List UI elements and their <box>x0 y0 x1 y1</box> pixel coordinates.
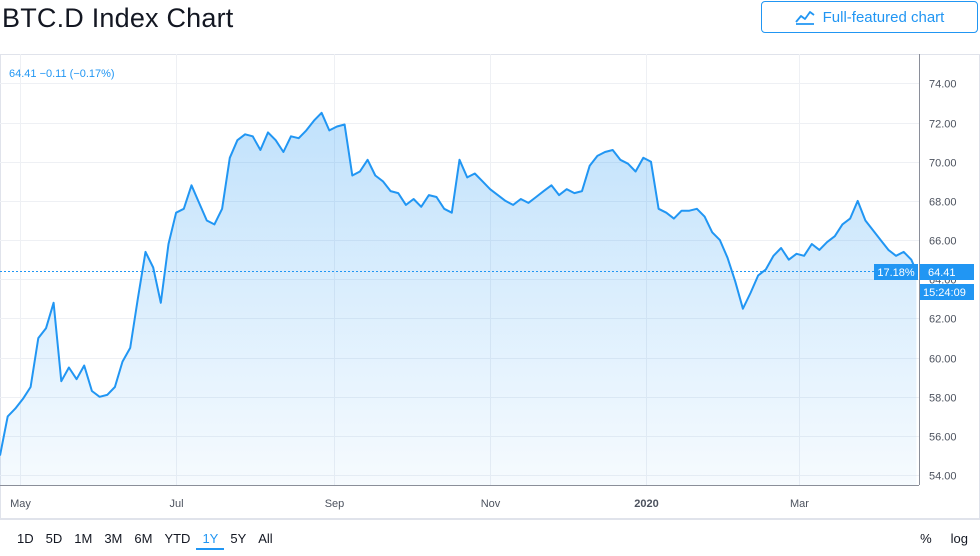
page-title: BTC.D Index Chart <box>2 3 234 33</box>
y-tick-label: 60.00 <box>929 354 957 366</box>
full-featured-chart-button[interactable]: Full-featured chart <box>761 1 978 33</box>
x-tick-label: Mar <box>790 498 809 510</box>
price-axis: 74.0072.0070.0068.0066.0064.0062.0060.00… <box>929 79 957 483</box>
range-button-5y[interactable]: 5Y <box>230 531 247 546</box>
y-tick-label: 66.00 <box>929 236 957 248</box>
percent-label-bg <box>874 264 918 280</box>
range-button-5d[interactable]: 5D <box>45 531 63 546</box>
x-tick-label: Sep <box>325 498 345 510</box>
range-button-1m[interactable]: 1M <box>74 531 93 546</box>
range-button-1y[interactable]: 1Y <box>196 530 225 550</box>
range-button-1d[interactable]: 1D <box>17 531 34 546</box>
range-button-6m[interactable]: 6M <box>134 531 153 546</box>
price-label: 64.41 <box>928 267 956 279</box>
y-tick-label: 54.00 <box>929 471 957 483</box>
y-tick-label: 56.00 <box>929 432 957 444</box>
percent-toggle[interactable]: % <box>920 531 932 546</box>
log-toggle[interactable]: log <box>950 531 968 546</box>
price-label-bg <box>920 264 974 280</box>
range-button-ytd[interactable]: YTD <box>164 531 191 546</box>
y-tick-label: 62.00 <box>929 314 957 326</box>
y-tick-label: 58.00 <box>929 393 957 405</box>
x-tick-label: Jul <box>169 498 183 510</box>
series-area <box>0 112 917 486</box>
legend-value: 64.41 −0.11 (−0.17%) <box>9 68 115 80</box>
range-button-all[interactable]: All <box>258 531 273 546</box>
range-tabs: 1D 5D 1M 3M 6M YTD 1Y 5Y All <box>11 530 279 550</box>
x-tick-label: 2020 <box>634 498 658 510</box>
y-tick-label: 74.00 <box>929 79 957 91</box>
range-button-3m[interactable]: 3M <box>104 531 123 546</box>
scale-toggles: % log <box>901 530 968 548</box>
y-tick-label: 68.00 <box>929 197 957 209</box>
x-tick-label: May <box>10 498 31 510</box>
x-tick-label: Nov <box>481 498 501 510</box>
percent-label: 17.18% <box>877 267 915 279</box>
time-axis: May Jul Sep Nov 2020 Mar <box>10 498 809 510</box>
time-label: 15:24:09 <box>923 287 966 299</box>
time-label-bg <box>920 284 974 300</box>
btc-dominance-chart[interactable]: 74.0072.0070.0068.0066.0064.0062.0060.00… <box>0 54 980 519</box>
bottom-toolbar: 1D 5D 1M 3M 6M YTD 1Y 5Y All % log <box>0 519 980 556</box>
y-tick-label: 70.00 <box>929 158 957 170</box>
series-line <box>0 111 918 456</box>
chart-line-icon <box>794 9 815 25</box>
full-featured-chart-label: Full-featured chart <box>822 8 945 26</box>
y-tick-label: 72.00 <box>929 119 957 131</box>
